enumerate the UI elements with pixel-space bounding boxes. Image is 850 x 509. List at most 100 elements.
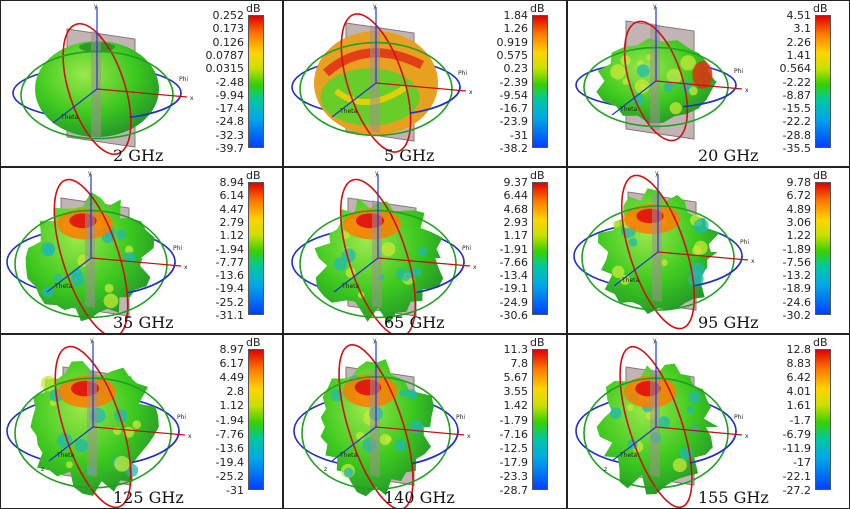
colorbar-tick-label: -7.76	[215, 427, 244, 441]
y-axis-label: y	[375, 170, 379, 177]
colorbar	[815, 15, 831, 148]
theta-label: Theta	[60, 114, 79, 121]
colorbar-tick-label: -35.5	[782, 142, 811, 155]
colorbar-tick-label: -7.56	[782, 255, 811, 269]
phi-label: Phi	[173, 245, 182, 252]
radiation-pattern-plot: y x Phi Theta	[291, 170, 477, 333]
colorbar-tick-label: 6.17	[219, 357, 245, 371]
colorbar-tick-label: 0.0315	[205, 62, 245, 76]
colorbar-tick-label: 7.8	[510, 357, 529, 371]
colorbar-tick-label: 6.44	[503, 189, 529, 203]
colorbar-ticks: 9.78 6.72 4.89 3.06 1.22 -1.89 -7.56 -13.2 -18.9…	[753, 168, 812, 333]
colorbar-ticks: 8.97 6.17 4.49 2.8 1.12 -1.94 -7.76 -13.6 -19.4-…	[186, 335, 245, 508]
colorbar-tick-label: -17	[793, 455, 811, 469]
colorbar-tick-label: -16.7	[499, 102, 528, 116]
colorbar-tick-label: -28.8	[782, 128, 811, 142]
y-axis-label: y	[373, 337, 377, 344]
colorbar-tick-label: -1.91	[499, 242, 528, 256]
phi-label: Phi	[179, 76, 188, 83]
colorbar-tick-label: 0.173	[212, 22, 245, 36]
frequency-caption: 125 GHz	[113, 488, 184, 507]
x-axis-label: x	[188, 433, 192, 440]
colorbar-tick-label: -2.22	[782, 75, 811, 89]
y-axis-label: y	[373, 3, 377, 10]
colorbar-tick-label: -1.79	[499, 413, 528, 427]
x-axis-label: x	[469, 89, 473, 96]
y-axis-label: y	[655, 170, 659, 177]
colorbar-tick-label: -1.89	[782, 242, 811, 256]
colorbar-tick-label: -19.4	[215, 455, 244, 469]
colorbar-tick-label: -24.9	[499, 295, 528, 309]
colorbar-tick-label: 9.78	[786, 176, 812, 189]
colorbar-unit-label: dB	[813, 336, 828, 349]
colorbar-tick-label: -32.3	[215, 128, 244, 142]
colorbar	[248, 182, 264, 315]
colorbar-tick-label: -24.8	[215, 115, 244, 129]
colorbar-unit-label: dB	[530, 336, 545, 349]
colorbar-ticks: 8.94 6.14 4.47 2.79 1.12 -1.94 -7.77 -13.6 -19.4…	[186, 168, 245, 333]
colorbar-ticks: 1.84 1.26 0.919 0.575 0.23 -2.39 -9.54 -16.7 -23…	[470, 1, 529, 166]
colorbar-tick-label: 2.26	[786, 35, 812, 49]
phi-label: Phi	[458, 70, 467, 77]
colorbar-tick-label: 1.61	[786, 399, 812, 413]
colorbar-tick-label: -17.4	[215, 102, 244, 116]
radiation-pattern-plot: y x Phi Theta	[12, 3, 194, 156]
colorbar-tick-label: -38.2	[499, 142, 528, 155]
colorbar-tick-label: -30.6	[499, 309, 528, 322]
radiation-pattern-plot: y x Phi Theta z	[293, 337, 471, 508]
colorbar-tick-label: 1.26	[503, 22, 529, 36]
colorbar	[815, 182, 831, 315]
frequency-caption: 140 GHz	[384, 488, 455, 507]
y-axis-label: y	[88, 170, 92, 177]
colorbar-tick-label: -15.5	[782, 102, 811, 116]
colorbar-tick-label: 4.49	[219, 371, 245, 385]
colorbar-ticks: 9.37 6.44 4.68 2.93 1.17 -1.91 -7.66 -13.4 -19.1…	[470, 168, 529, 333]
colorbar-tick-label: -11.9	[782, 441, 811, 455]
frequency-caption: 2 GHz	[113, 146, 164, 165]
colorbar-ticks: 11.3 7.8 5.67 3.55 1.42 -1.79 -7.16 -12.5 -17.9-…	[470, 335, 529, 508]
colorbar-tick-label: -9.94	[215, 88, 244, 102]
phi-label: Phi	[734, 68, 743, 75]
theta-label: Theta	[341, 283, 360, 290]
colorbar-tick-label: -1.94	[215, 242, 244, 256]
colorbar-tick-label: 1.42	[503, 399, 529, 413]
colorbar-tick-label: 4.51	[786, 9, 812, 22]
phi-label: Phi	[740, 239, 749, 246]
colorbar-tick-label: 0.0787	[205, 48, 245, 62]
theta-label: Theta	[56, 452, 75, 459]
colorbar-tick-label: -13.6	[215, 441, 244, 455]
colorbar-tick-label: -17.9	[499, 455, 528, 469]
colorbar-tick-label: -19.4	[215, 282, 244, 296]
colorbar-unit-label: dB	[246, 169, 261, 182]
z-axis-label: z	[41, 466, 44, 473]
colorbar-tick-label: -8.87	[782, 88, 811, 102]
colorbar-tick-label: -6.79	[782, 427, 811, 441]
y-axis-label: y	[653, 337, 657, 344]
pattern-panel: y x Phi Theta dB 1.84 1.26 0.919 0.575 0.23 -2.39-…	[283, 0, 567, 167]
pattern-panel: y x Phi Theta dB 0.252 0.173 0.126 0.0787 0.0315-…	[0, 0, 283, 167]
colorbar-tick-label: 0.564	[779, 62, 812, 76]
theta-label: Theta	[621, 277, 640, 284]
pattern-panel: y x Phi Theta dB 8.94 6.14 4.47 2.79 1.12 -1.94 -7.…	[0, 167, 283, 334]
colorbar-tick-label: 6.14	[219, 189, 245, 203]
colorbar-tick-label: 9.37	[503, 176, 529, 189]
frequency-caption: 35 GHz	[113, 313, 174, 332]
colorbar-unit-label: dB	[530, 2, 545, 15]
x-axis-label: x	[751, 258, 755, 265]
z-axis-label: z	[324, 466, 327, 473]
colorbar-tick-label: 0.252	[212, 9, 245, 22]
pattern-panel: y x Phi Theta dB 9.37 6.44 4.68 2.93 1.17 -1.91 -7.…	[283, 167, 567, 334]
colorbar-tick-label: 1.12	[219, 229, 245, 243]
pattern-panel: y x Phi Theta z dB 8.97 6.17 4.49 2.8 1.12 -1.94 -7.…	[0, 334, 283, 509]
colorbar-tick-label: 4.01	[786, 385, 812, 399]
colorbar-tick-label: -2.48	[215, 75, 244, 89]
colorbar-tick-label: 2.93	[503, 215, 529, 229]
phi-label: Phi	[734, 414, 743, 421]
theta-label: Theta	[54, 283, 73, 290]
colorbar-tick-label: 8.97	[219, 343, 245, 356]
colorbar-tick-label: 11.3	[503, 343, 529, 356]
pattern-panel: y x Phi Theta dB 4.51 3.1 2.26 1.41 0.564 -2.22 -8.…	[567, 0, 850, 167]
frequency-caption: 95 GHz	[698, 313, 759, 332]
colorbar-unit-label: dB	[813, 2, 828, 15]
